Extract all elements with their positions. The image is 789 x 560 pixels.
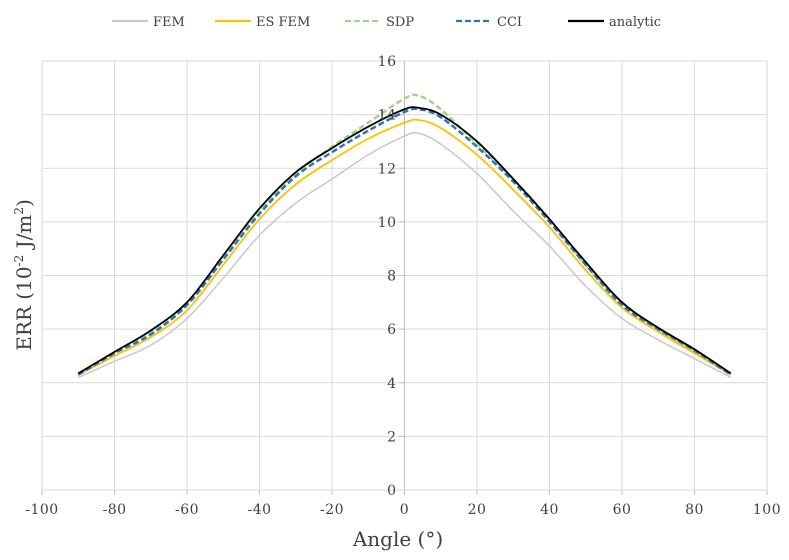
x-tick-label: 0 <box>400 502 409 518</box>
series-group <box>77 93 732 379</box>
y-tick-label: 12 <box>378 161 397 177</box>
series-line-fem <box>77 131 732 379</box>
plot-border <box>41 60 768 491</box>
y-tick-label: 16 <box>378 54 397 70</box>
y-axis-title: ERR (10-2 J/m2) <box>12 199 36 351</box>
x-tick-label: -60 <box>175 502 199 518</box>
y-axis-title-sup2: 2 <box>12 207 26 215</box>
x-tick-label: -100 <box>25 502 58 518</box>
plot-area <box>41 60 768 491</box>
x-tick-label: 80 <box>685 502 704 518</box>
x-tick-label: -80 <box>102 502 126 518</box>
y-tick-label: 10 <box>378 215 397 231</box>
legend: FEM ES FEM SDP CCI analytic <box>112 15 661 30</box>
y-tick-label: 2 <box>387 429 396 445</box>
y-tick-label: 0 <box>387 483 396 499</box>
y-axis-title-end: ) <box>12 199 36 207</box>
grid <box>41 60 768 495</box>
x-tick-label: -40 <box>247 502 271 518</box>
x-tick-labels: -100 -80 -60 -40 -20 0 20 40 60 80 100 <box>25 502 781 518</box>
x-tick-label: -20 <box>320 502 344 518</box>
legend-label: analytic <box>609 15 661 30</box>
legend-item: ES FEM <box>215 15 310 30</box>
legend-label: SDP <box>386 15 414 30</box>
y-axis-title-sup1: -2 <box>12 255 26 267</box>
x-axis-title: Angle (°) <box>352 527 443 551</box>
y-tick-label: 8 <box>387 269 396 285</box>
y-axis-title-mid: J/m <box>12 215 36 255</box>
series-line-cci <box>77 107 732 376</box>
y-axis-title-main: ERR (10 <box>12 266 36 350</box>
legend-label: CCI <box>497 15 522 30</box>
legend-item: SDP <box>345 15 414 30</box>
x-tick-label: 60 <box>613 502 632 518</box>
legend-item: analytic <box>568 15 661 30</box>
x-tick-label: 40 <box>540 502 559 518</box>
legend-label: FEM <box>153 15 185 30</box>
y-tick-label: 14 <box>378 108 397 124</box>
series-line-analytic <box>77 106 732 375</box>
legend-label: ES FEM <box>256 15 310 30</box>
y-tick-labels: 0 2 4 6 8 10 12 14 16 <box>378 54 397 499</box>
x-tick-label: 100 <box>753 502 781 518</box>
x-tick-label: 20 <box>468 502 487 518</box>
legend-item: FEM <box>112 15 185 30</box>
y-tick-label: 6 <box>387 322 396 338</box>
legend-item: CCI <box>456 15 522 30</box>
y-tick-label: 4 <box>387 376 396 392</box>
series-line-es-fem <box>77 118 732 376</box>
